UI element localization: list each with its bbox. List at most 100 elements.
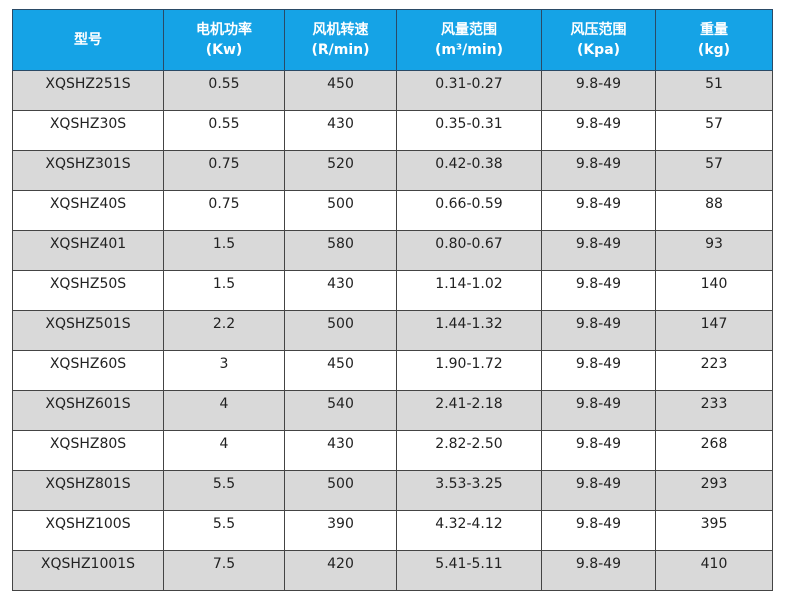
cell-weight: 410 — [655, 550, 773, 591]
cell-model: XQSHZ251S — [12, 70, 164, 111]
cell-weight: 223 — [655, 350, 773, 391]
cell-model: XQSHZ401 — [12, 230, 164, 271]
header-label: 型号 — [74, 32, 102, 48]
cell-speed: 390 — [284, 510, 397, 551]
cell-power: 0.55 — [163, 70, 285, 111]
cell-power: 4 — [163, 430, 285, 471]
cell-speed: 450 — [284, 350, 397, 391]
cell-weight: 233 — [655, 390, 773, 431]
cell-model: XQSHZ501S — [12, 310, 164, 351]
cell-model: XQSHZ801S — [12, 470, 164, 511]
cell-model: XQSHZ40S — [12, 190, 164, 231]
header-label: 重量 — [700, 22, 728, 38]
header-model: 型号 — [12, 9, 164, 71]
cell-power: 1.5 — [163, 230, 285, 271]
header-label: 电机功率 — [196, 22, 252, 38]
cell-pressure: 9.8-49 — [541, 70, 656, 111]
cell-power: 0.55 — [163, 110, 285, 151]
cell-pressure: 9.8-49 — [541, 310, 656, 351]
cell-weight: 93 — [655, 230, 773, 271]
cell-power: 3 — [163, 350, 285, 391]
cell-weight: 88 — [655, 190, 773, 231]
header-label: 风压范围 — [570, 22, 627, 38]
cell-pressure: 9.8-49 — [541, 550, 656, 591]
cell-speed: 430 — [284, 110, 397, 151]
cell-airflow: 0.66-0.59 — [396, 190, 542, 231]
table-row: XQSHZ60S 3 450 1.90-1.72 9.8-49 223 — [12, 350, 773, 391]
cell-power: 5.5 — [163, 510, 285, 551]
cell-weight: 293 — [655, 470, 773, 511]
cell-speed: 540 — [284, 390, 397, 431]
table-row: XQSHZ80S 4 430 2.82-2.50 9.8-49 268 — [12, 430, 773, 471]
cell-power: 0.75 — [163, 150, 285, 191]
spec-table: 型号 电机功率 (Kw) 风机转速 (R/min) 风量范围 (m³/min) 风压范围 (Kp… — [12, 9, 773, 591]
cell-power: 7.5 — [163, 550, 285, 591]
cell-airflow: 0.80-0.67 — [396, 230, 542, 271]
table-row: XQSHZ251S 0.55 450 0.31-0.27 9.8-49 51 — [12, 70, 773, 111]
cell-weight: 51 — [655, 70, 773, 111]
header-unit: (kg) — [697, 42, 731, 58]
header-label: 风量范围 — [441, 22, 497, 38]
header-airflow: 风量范围 (m³/min) — [396, 9, 542, 71]
cell-airflow: 0.35-0.31 — [396, 110, 542, 151]
cell-power: 5.5 — [163, 470, 285, 511]
table-row: XQSHZ40S 0.75 500 0.66-0.59 9.8-49 88 — [12, 190, 773, 231]
cell-speed: 500 — [284, 470, 397, 511]
table-row: XQSHZ801S 5.5 500 3.53-3.25 9.8-49 293 — [12, 470, 773, 511]
header-unit: (R/min) — [311, 42, 370, 58]
table-row: XQSHZ601S 4 540 2.41-2.18 9.8-49 233 — [12, 390, 773, 431]
table-row: XQSHZ1001S 7.5 420 5.41-5.11 9.8-49 410 — [12, 550, 773, 591]
cell-airflow: 2.82-2.50 — [396, 430, 542, 471]
cell-model: XQSHZ30S — [12, 110, 164, 151]
cell-model: XQSHZ601S — [12, 390, 164, 431]
cell-pressure: 9.8-49 — [541, 470, 656, 511]
cell-model: XQSHZ100S — [12, 510, 164, 551]
table-row: XQSHZ100S 5.5 390 4.32-4.12 9.8-49 395 — [12, 510, 773, 551]
cell-power: 2.2 — [163, 310, 285, 351]
header-unit: (Kw) — [205, 42, 243, 58]
cell-power: 0.75 — [163, 190, 285, 231]
cell-airflow: 5.41-5.11 — [396, 550, 542, 591]
cell-pressure: 9.8-49 — [541, 430, 656, 471]
header-weight: 重量 (kg) — [655, 9, 773, 71]
table-row: XQSHZ501S 2.2 500 1.44-1.32 9.8-49 147 — [12, 310, 773, 351]
cell-airflow: 0.31-0.27 — [396, 70, 542, 111]
cell-power: 4 — [163, 390, 285, 431]
cell-model: XQSHZ301S — [12, 150, 164, 191]
cell-speed: 520 — [284, 150, 397, 191]
cell-speed: 580 — [284, 230, 397, 271]
cell-speed: 430 — [284, 270, 397, 311]
cell-model: XQSHZ1001S — [12, 550, 164, 591]
cell-airflow: 4.32-4.12 — [396, 510, 542, 551]
cell-pressure: 9.8-49 — [541, 350, 656, 391]
table-row: XQSHZ301S 0.75 520 0.42-0.38 9.8-49 57 — [12, 150, 773, 191]
header-unit: (m³/min) — [435, 42, 503, 58]
cell-pressure: 9.8-49 — [541, 110, 656, 151]
cell-weight: 268 — [655, 430, 773, 471]
cell-model: XQSHZ60S — [12, 350, 164, 391]
cell-airflow: 3.53-3.25 — [396, 470, 542, 511]
cell-speed: 430 — [284, 430, 397, 471]
header-power: 电机功率 (Kw) — [163, 9, 285, 71]
cell-power: 1.5 — [163, 270, 285, 311]
cell-airflow: 1.90-1.72 — [396, 350, 542, 391]
cell-pressure: 9.8-49 — [541, 230, 656, 271]
cell-model: XQSHZ80S — [12, 430, 164, 471]
table-row: XQSHZ50S 1.5 430 1.14-1.02 9.8-49 140 — [12, 270, 773, 311]
cell-speed: 450 — [284, 70, 397, 111]
header-pressure: 风压范围 (Kpa) — [541, 9, 656, 71]
cell-weight: 147 — [655, 310, 773, 351]
cell-weight: 57 — [655, 150, 773, 191]
header-speed: 风机转速 (R/min) — [284, 9, 397, 71]
cell-airflow: 2.41-2.18 — [396, 390, 542, 431]
cell-pressure: 9.8-49 — [541, 390, 656, 431]
cell-pressure: 9.8-49 — [541, 150, 656, 191]
cell-speed: 420 — [284, 550, 397, 591]
cell-weight: 140 — [655, 270, 773, 311]
header-row: 型号 电机功率 (Kw) 风机转速 (R/min) 风量范围 (m³/min) 风压范围 (Kp… — [12, 9, 773, 71]
cell-weight: 57 — [655, 110, 773, 151]
header-unit: (Kpa) — [576, 42, 621, 58]
cell-airflow: 1.44-1.32 — [396, 310, 542, 351]
cell-speed: 500 — [284, 310, 397, 351]
cell-speed: 500 — [284, 190, 397, 231]
